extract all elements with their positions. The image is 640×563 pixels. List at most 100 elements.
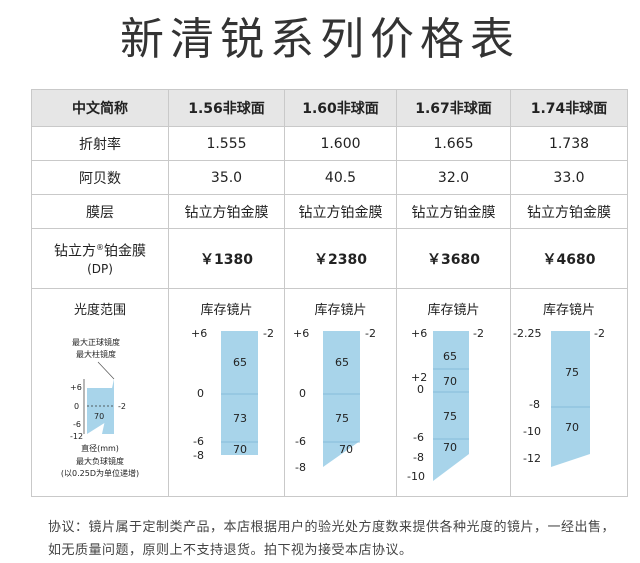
price-label-sub: (DP)	[87, 262, 113, 277]
legend-tick: -12	[70, 432, 83, 441]
legend-cyl-value: -2	[118, 402, 126, 411]
cyl-max: -2	[263, 327, 274, 340]
header-cell: 中文简称	[31, 89, 169, 127]
sphere-top: +6	[411, 327, 427, 340]
agreement-note: 协议：镜片属于定制类产品，本店根据用户的验光处方度数来提供各种光度的镜片，一经出…	[48, 520, 616, 558]
sphere-top: -2.25	[513, 327, 541, 340]
diameter-zone: 70	[443, 441, 457, 454]
diameter-zone: 75	[565, 366, 579, 379]
sphere-bottom: -8	[295, 461, 306, 474]
sphere-bottom: -12	[523, 452, 541, 465]
sphere-low: -6	[295, 435, 306, 448]
range-chart-167: +6 +2 0 -6 -8 -10 -2 65 70 75 70	[407, 327, 484, 483]
sphere-zero: 0	[417, 383, 424, 396]
table-header-row: 中文简称 1.56非球面 1.60非球面 1.67非球面 1.74非球面	[31, 89, 628, 127]
row-label: 折射率	[31, 126, 169, 161]
diameter-zone: 70	[233, 443, 247, 456]
diameter-zone: 75	[443, 410, 457, 423]
legend-tick: -6	[73, 420, 81, 429]
lens-range-bar	[433, 331, 469, 481]
legend-max-minus: 最大负球镜度	[76, 456, 124, 466]
table-cell: 1.665	[396, 126, 511, 161]
sphere-top: +6	[293, 327, 309, 340]
legend-diameter: 直径(mm)	[81, 443, 119, 453]
price-value: ￥4680	[510, 228, 628, 289]
table-cell: 钻立方铂金膜	[510, 194, 628, 229]
row-label: 阿贝数	[31, 160, 169, 195]
table-cell: 1.738	[510, 126, 628, 161]
header-cell: 1.67非球面	[396, 89, 511, 127]
legend-diagram: 最大正球镜度 最大柱镜度 +6 0 -6 -12 -2 70 直径(mm) 最大…	[61, 337, 139, 478]
diameter-zone: 70	[443, 375, 457, 388]
sphere-mid: -8	[529, 398, 540, 411]
sphere-zero: 0	[197, 387, 204, 400]
price-label-main: 钻立方	[54, 243, 96, 260]
registered-mark: ®	[96, 242, 104, 252]
stock-label: 库存镜片	[427, 303, 480, 318]
legend-pointer	[97, 361, 115, 380]
cyl-max: -2	[473, 327, 484, 340]
legend-max-sphere: 最大正球镜度	[72, 337, 120, 347]
stock-label: 库存镜片	[200, 303, 253, 318]
range-chart-160: +6 0 -6 -8 -2 65 75 70	[293, 327, 376, 474]
table-cell: 1.555	[168, 126, 285, 161]
stock-label: 库存镜片	[314, 303, 367, 318]
row-label: 膜层	[31, 194, 169, 229]
legend-tick: +6	[70, 383, 82, 392]
stock-label: 库存镜片	[542, 303, 595, 318]
diameter-zone: 70	[565, 421, 579, 434]
range-chart-cell: 库存镜片 -2.25 -8 -10 -12 -2 75 70	[510, 288, 628, 497]
range-legend-cell: 光度范围 最大正球镜度 最大柱镜度 +6 0 -6 -12 -2 70 直径(m…	[31, 288, 169, 497]
legend-tick: 0	[74, 402, 79, 411]
table-cell: 40.5	[284, 160, 397, 195]
diameter-zone: 65	[335, 356, 349, 369]
diameter-zone: 75	[335, 412, 349, 425]
table-cell: 钻立方铂金膜	[284, 194, 397, 229]
table-cell: 1.600	[284, 126, 397, 161]
row-label: 钻立方®铂金膜 (DP)	[31, 228, 169, 289]
diameter-zone: 65	[233, 356, 247, 369]
diameter-zone: 65	[443, 350, 457, 363]
header-cell: 1.74非球面	[510, 89, 628, 127]
range-chart-156: +6 0 -6 -8 -2 65 73 70	[191, 327, 274, 462]
range-chart-cell: 库存镜片 +6 +2 0 -6 -8 -10 -2 65 70 75 70	[396, 288, 511, 497]
cyl-max: -2	[365, 327, 376, 340]
sphere-zero: 0	[299, 387, 306, 400]
sphere-low: -10	[523, 425, 541, 438]
table-row: 折射率 1.555 1.600 1.665 1.738	[31, 126, 628, 161]
table-row: 阿贝数 35.0 40.5 32.0 33.0	[31, 160, 628, 195]
sphere-low: -6	[413, 431, 424, 444]
range-chart-cell: 库存镜片 +6 0 -6 -8 -2 65 73 70	[168, 288, 285, 497]
cyl-max: -2	[594, 327, 605, 340]
legend-lens-body	[87, 388, 114, 434]
sphere-low: -6	[193, 435, 204, 448]
lens-range-bar	[323, 331, 360, 467]
diameter-zone: 70	[339, 443, 353, 456]
price-row: 钻立方®铂金膜 (DP) ￥1380 ￥2380 ￥3680 ￥4680	[31, 228, 628, 289]
price-value: ￥2380	[284, 228, 397, 289]
page-title: 新清锐系列价格表	[120, 14, 520, 65]
header-cell: 1.60非球面	[284, 89, 397, 127]
table-row: 膜层 钻立方铂金膜 钻立方铂金膜 钻立方铂金膜 钻立方铂金膜	[31, 194, 628, 229]
range-chart-cell: 库存镜片 +6 0 -6 -8 -2 65 75 70	[284, 288, 397, 497]
legend-max-cyl: 最大柱镜度	[76, 349, 116, 359]
price-label-tail: 铂金膜	[104, 243, 146, 260]
table-cell: 钻立方铂金膜	[396, 194, 511, 229]
range-label: 光度范围	[73, 303, 126, 318]
price-table: 中文简称 1.56非球面 1.60非球面 1.67非球面 1.74非球面 折射率…	[31, 89, 628, 497]
price-value: ￥1380	[168, 228, 285, 289]
table-cell: 33.0	[510, 160, 628, 195]
sphere-bottom: -10	[407, 470, 425, 483]
lens-range-bar	[551, 331, 590, 467]
table-cell: 35.0	[168, 160, 285, 195]
range-chart-174: -2.25 -8 -10 -12 -2 75 70	[513, 327, 605, 467]
legend-dia-value: 70	[94, 412, 104, 421]
legend-step-note: (以0.25D为单位递增)	[61, 468, 139, 478]
price-value: ￥3680	[396, 228, 511, 289]
sphere-top: +6	[191, 327, 207, 340]
table-cell: 钻立方铂金膜	[168, 194, 285, 229]
diameter-zone: 73	[233, 412, 247, 425]
sphere-bottom: -8	[193, 449, 204, 462]
header-cell: 1.56非球面	[168, 89, 285, 127]
range-row: 光度范围 最大正球镜度 最大柱镜度 +6 0 -6 -12 -2 70 直径(m…	[31, 288, 628, 497]
